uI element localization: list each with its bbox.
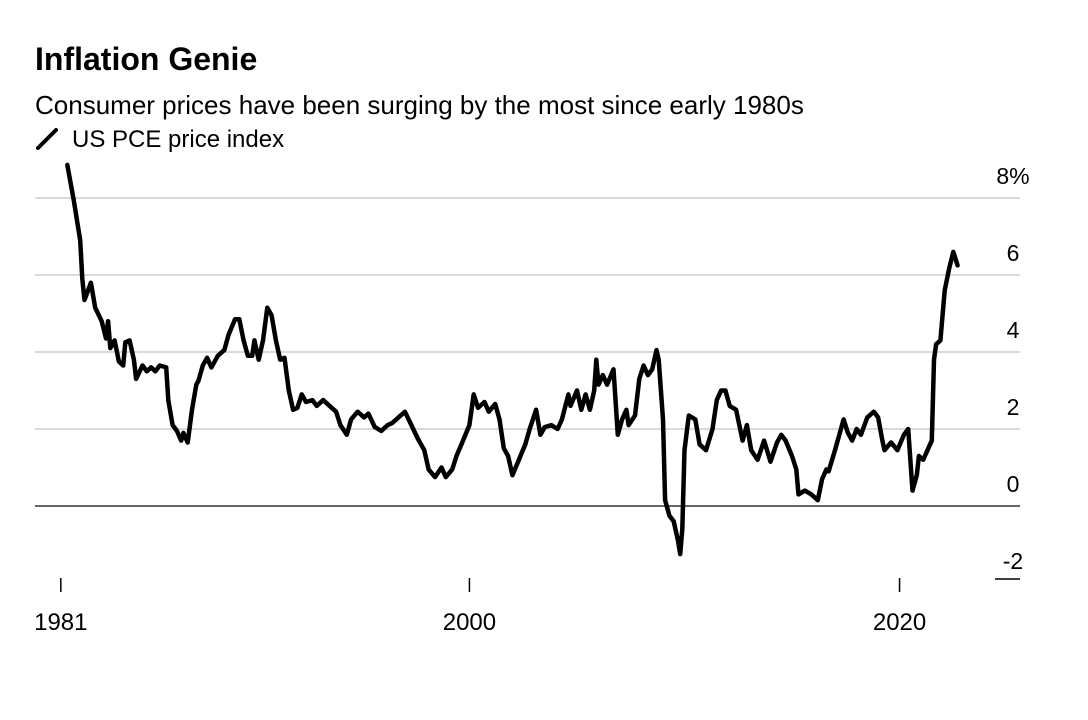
y-tick-label: 2: [1007, 394, 1020, 420]
y-tick-label: 4: [1007, 317, 1020, 343]
legend-label: US PCE price index: [72, 126, 284, 153]
chart-title: Inflation Genie: [35, 41, 257, 77]
y-tick-label: 8%: [996, 163, 1029, 189]
x-tick-label: 2020: [873, 609, 926, 636]
y-tick-label: 6: [1007, 240, 1020, 266]
y-tick-label: 0: [1007, 471, 1020, 497]
x-tick-label: 2000: [443, 609, 496, 636]
data-line: [65, 162, 960, 557]
legend-icon: [36, 128, 58, 150]
chart-subtitle: Consumer prices have been surging by the…: [35, 90, 804, 120]
x-tick-label: 1981: [34, 609, 87, 636]
y-tick-label: -2: [1003, 548, 1023, 574]
